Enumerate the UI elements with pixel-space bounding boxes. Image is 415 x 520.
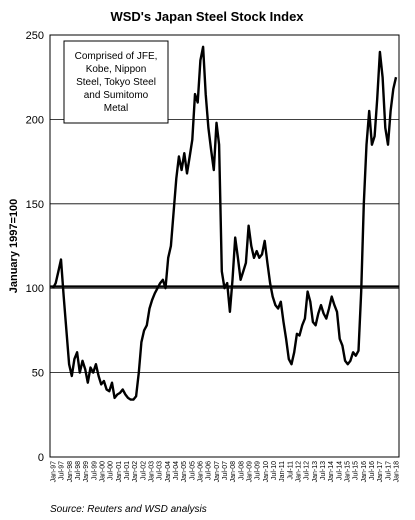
annotation-line-2: Kobe, Nippon: [86, 64, 147, 75]
x-tick-label: Jul-04: [173, 461, 180, 480]
data-series-line: [51, 45, 398, 401]
y-tick-label: 50: [32, 368, 44, 380]
x-tick-label: Jul-16: [369, 461, 376, 480]
x-tick-label: Jul-15: [353, 461, 360, 480]
x-tick-label: Jul-00: [108, 461, 115, 480]
x-tick-label: Jan-01: [116, 461, 123, 483]
x-tick-label: Jul-13: [320, 461, 327, 480]
x-tick-label: Jul-97: [59, 461, 66, 480]
x-tick-label: Jul-01: [124, 461, 131, 480]
annotation-line-1: Comprised of JFE,: [75, 51, 158, 62]
annotation-line-4: and Sumitomo: [84, 90, 149, 101]
x-tick-label: Jul-05: [189, 461, 196, 480]
x-tick-label: Jan-18: [394, 461, 401, 483]
x-tick-label: Jan-13: [312, 461, 319, 483]
x-tick-label: Jul-10: [271, 461, 278, 480]
x-tick-label: Jan-07: [214, 461, 221, 483]
chart-title: WSD's Japan Steel Stock Index: [110, 9, 304, 24]
x-tick-label: Jan-99: [83, 461, 90, 483]
x-tick-label: Jan-00: [100, 461, 107, 483]
x-tick-label: Jan-16: [361, 461, 368, 483]
source-note: Source: Reuters and WSD analysis: [50, 504, 207, 515]
gridlines: [50, 119, 399, 374]
y-tick-label: 250: [26, 30, 44, 42]
x-tick-label: Jan-02: [132, 461, 139, 483]
x-tick-label: Jul-99: [91, 461, 98, 480]
x-tick-label: Jul-07: [222, 461, 229, 480]
x-tick-label: Jan-09: [247, 461, 254, 483]
x-tick-label: Jan-15: [345, 461, 352, 483]
x-tick-label: Jan-08: [230, 461, 237, 483]
x-tick-labels: Jan-97 Jul-97 Jan-98 Jul-98 Jan-99 Jul-99 Jan-…: [51, 461, 401, 483]
x-tick-label: Jul-11: [287, 461, 294, 480]
x-tick-label: Jan-98: [67, 461, 74, 483]
x-tick-label: Jul-17: [385, 461, 392, 480]
y-tick-labels: 0 50 100 150 200 250: [26, 30, 44, 464]
y-tick-label: 150: [26, 199, 44, 211]
x-tick-label: Jul-08: [238, 461, 245, 480]
annotation-box: Comprised of JFE, Kobe, Nippon Steel, To…: [63, 40, 169, 124]
annotation-line-5: Metal: [104, 103, 128, 114]
plot-area-border: [49, 34, 400, 458]
x-tick-label: Jul-09: [255, 461, 262, 480]
x-tick-label: Jan-04: [165, 461, 172, 483]
x-tick-label: Jul-12: [304, 461, 311, 480]
x-tick-label: Jul-06: [206, 461, 213, 480]
x-tick-label: Jan-10: [263, 461, 270, 483]
x-tick-label: Jan-97: [51, 461, 58, 483]
y-axis-label: January 1997=100: [8, 199, 20, 294]
annotation-line-3: Steel, Tokyo Steel: [76, 77, 156, 88]
x-tick-label: Jan-05: [181, 461, 188, 483]
x-tick-label: Jul-03: [157, 461, 164, 480]
x-tick-label: Jan-11: [279, 461, 286, 482]
x-tick-label: Jan-06: [198, 461, 205, 483]
y-tick-label: 0: [38, 452, 44, 464]
x-tick-label: Jan-12: [296, 461, 303, 483]
x-tick-label: Jan-14: [328, 461, 335, 483]
y-tick-label: 200: [26, 114, 44, 126]
x-tick-label: Jul-14: [336, 461, 343, 480]
x-tick-label: Jul-98: [75, 461, 82, 480]
x-tick-label: Jan-03: [149, 461, 156, 483]
x-tick-label: Jul-02: [140, 461, 147, 480]
y-tick-label: 100: [26, 283, 44, 295]
x-tick-label: Jan-17: [377, 461, 384, 483]
